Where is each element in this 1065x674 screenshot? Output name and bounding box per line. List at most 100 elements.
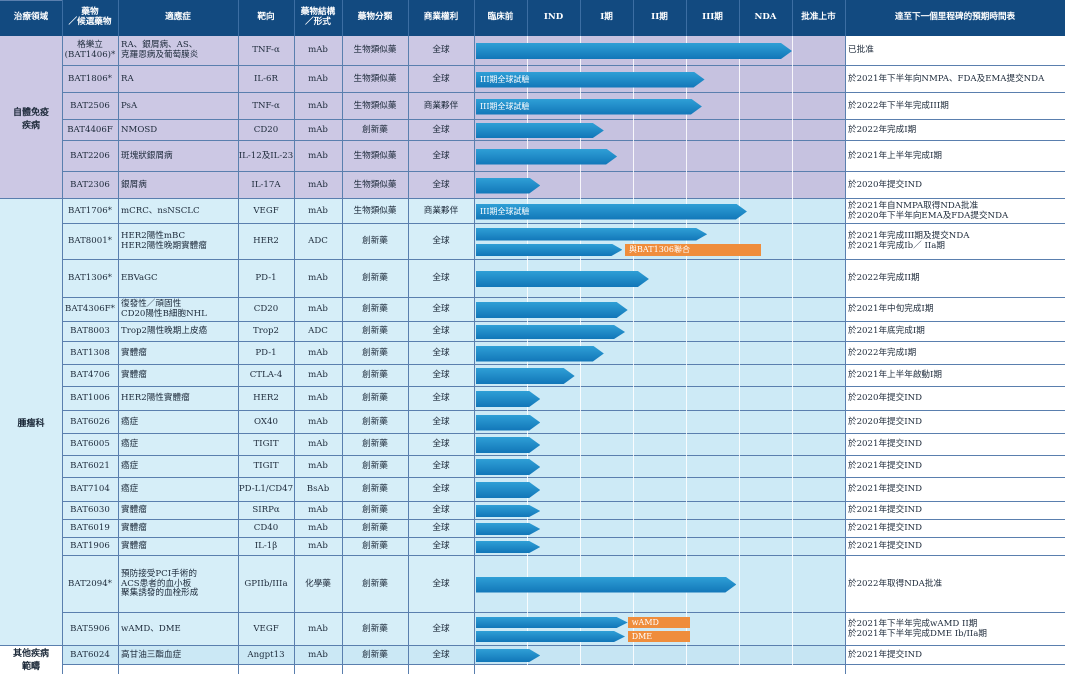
header-stage-divider xyxy=(527,0,528,36)
cell-indication: 癌症 xyxy=(121,416,139,427)
cell-category: 創新藥 xyxy=(362,484,388,495)
cell-milestone: 於2021年上半年完成I期 xyxy=(848,150,943,161)
progress-arrow xyxy=(476,302,628,318)
pipeline-background xyxy=(474,502,845,520)
pipeline-background xyxy=(474,646,845,665)
header-stage-p2: II期 xyxy=(633,0,686,36)
pipeline-background xyxy=(474,538,845,556)
column-divider xyxy=(238,36,239,674)
milestone-background xyxy=(845,456,1065,478)
combination-tag: wAMD xyxy=(627,617,690,628)
row-background xyxy=(62,365,474,387)
cell-drug: BAT1006 xyxy=(70,393,110,404)
milestone-background xyxy=(845,502,1065,520)
cell-indication: 實體瘤 xyxy=(121,505,147,516)
cell-drug: BAT6005 xyxy=(70,439,110,450)
cell-form: mAb xyxy=(308,273,328,284)
row-divider xyxy=(62,645,1065,646)
area-name: 自體免疫 疾病 xyxy=(12,107,49,131)
cell-drug: BAT8001* xyxy=(68,236,112,247)
row-background xyxy=(62,502,474,520)
cell-indication: 癌症 xyxy=(121,461,139,472)
row-divider xyxy=(62,65,1065,66)
cell-drug: BAT8003 xyxy=(70,326,110,337)
row-divider xyxy=(62,386,1065,387)
milestone-background xyxy=(845,298,1065,322)
cell-target: CTLA-4 xyxy=(249,370,283,381)
pipeline-background xyxy=(474,411,845,434)
row-background xyxy=(62,260,474,298)
cell-drug: 格樂立 (BAT1406)* xyxy=(64,40,116,60)
cell-rights: 商業夥伴 xyxy=(423,100,459,111)
progress-arrow xyxy=(476,391,540,407)
cell-milestone: 於2022年完成I期 xyxy=(848,347,917,358)
cell-target: IL-1β xyxy=(254,541,278,552)
cell-indication: 斑塊狀銀屑病 xyxy=(121,150,173,161)
pipeline-background xyxy=(474,520,845,538)
cell-indication: wAMD、DME xyxy=(121,623,181,634)
cell-milestone: 於2021年下半年完成wAMD II期 於2021年下半年完成DME Ib/II… xyxy=(848,618,988,639)
row-divider xyxy=(62,259,1065,260)
area-divider xyxy=(0,198,62,199)
header-category: 藥物分類 xyxy=(342,0,408,36)
cell-target: IL-6R xyxy=(254,73,278,84)
cell-form: mAb xyxy=(308,416,328,427)
milestone-background xyxy=(845,224,1065,260)
cell-target: IL-17A xyxy=(251,179,281,190)
cell-drug: BAT1306* xyxy=(68,273,112,284)
header-milestone: 達至下一個里程碑的預期時間表 xyxy=(845,0,1065,36)
row-background xyxy=(62,520,474,538)
milestone-background xyxy=(845,411,1065,434)
cell-drug: BAT6019 xyxy=(70,523,110,534)
cell-target: TIGIT xyxy=(253,461,279,472)
cell-form: mAb xyxy=(308,541,328,552)
header-stage-preclinical: 臨床前 xyxy=(474,0,527,36)
cell-drug: BAT2506 xyxy=(70,100,110,111)
cell-rights: 全球 xyxy=(432,304,450,315)
cell-rights: 全球 xyxy=(432,273,450,284)
header-divider xyxy=(118,0,119,36)
cell-form: mAb xyxy=(308,73,328,84)
progress-arrow xyxy=(476,541,540,553)
cell-drug: BAT1906 xyxy=(70,541,110,552)
cell-rights: 全球 xyxy=(432,416,450,427)
header-area: 治療領域 xyxy=(0,0,62,36)
milestone-background xyxy=(845,387,1065,411)
cell-indication: HER2陽性實體瘤 xyxy=(121,393,190,404)
cell-indication: 預防接受PCI手術的 ACS患者的血小板 聚集誘發的血栓形成 xyxy=(121,568,199,599)
progress-arrow xyxy=(476,649,540,662)
arrow-label: III期全球試驗 xyxy=(480,75,530,84)
milestone-background xyxy=(845,141,1065,172)
cell-target: PD-1 xyxy=(255,273,277,284)
cell-indication: HER2陽性mBC HER2陽性晚期實體瘤 xyxy=(121,231,207,251)
cell-category: 創新藥 xyxy=(362,416,388,427)
cell-category: 創新藥 xyxy=(362,273,388,284)
cell-rights: 商業夥伴 xyxy=(423,205,459,216)
row-divider xyxy=(62,519,1065,520)
cell-form: mAb xyxy=(308,205,328,216)
cell-form: mAb xyxy=(308,100,328,111)
row-background xyxy=(62,224,474,260)
cell-indication: RA xyxy=(121,73,134,84)
cell-drug: BAT6024 xyxy=(70,649,110,660)
cell-target: CD20 xyxy=(253,304,279,315)
area-divider xyxy=(0,0,62,1)
cell-rights: 全球 xyxy=(432,649,450,660)
cell-rights: 全球 xyxy=(432,124,450,135)
cell-drug: BAT2206 xyxy=(70,150,110,161)
row-divider xyxy=(62,92,1065,93)
row-divider xyxy=(62,433,1065,434)
cell-rights: 全球 xyxy=(432,461,450,472)
cell-drug: BAT6030 xyxy=(70,505,110,516)
cell-indication: 癌症 xyxy=(121,484,139,495)
cell-milestone: 於2021年完成III期及提交NDA 於2021年完成Ib／ IIa期 xyxy=(848,231,970,251)
progress-arrow xyxy=(476,523,540,535)
column-divider xyxy=(118,36,119,674)
milestone-background xyxy=(845,172,1065,199)
row-background xyxy=(62,172,474,199)
row-divider xyxy=(62,364,1065,365)
cell-milestone: 於2021年提交IND xyxy=(848,484,923,495)
cell-target: TNF-α xyxy=(252,45,280,56)
row-divider xyxy=(62,297,1065,298)
cell-category: 生物類似藥 xyxy=(353,45,397,56)
